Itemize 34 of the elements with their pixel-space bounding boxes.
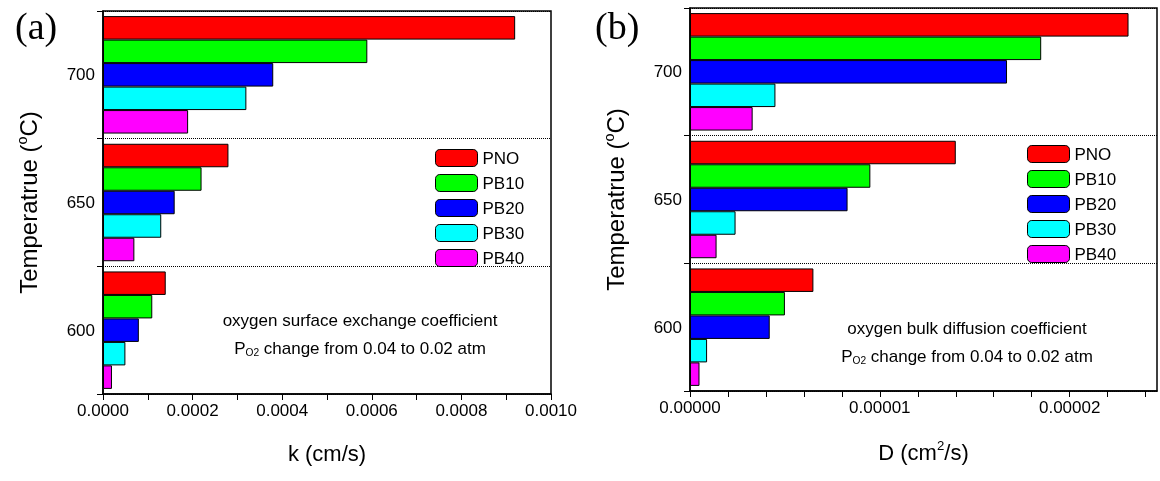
x-tick-label: 0.00001 xyxy=(849,398,911,417)
legend-label: PB20 xyxy=(1074,194,1117,214)
x-tick-label: 0.0000 xyxy=(77,401,129,420)
x-tick-label: 0.00002 xyxy=(1038,398,1101,417)
y-axis-title: Temperatrue (oC) xyxy=(600,108,630,291)
legend-label: PB30 xyxy=(1074,219,1117,239)
annotation: PO2 change from 0.04 to 0.02 atm xyxy=(841,346,1093,366)
y-tick-label: 700 xyxy=(66,65,95,85)
x-tick-label: 0.00000 xyxy=(659,398,721,417)
legend-label: PB30 xyxy=(482,223,525,243)
y-tick-label: 650 xyxy=(653,190,682,209)
annotation: oxygen surface exchange coefficient xyxy=(222,311,498,330)
y-tick-label: 600 xyxy=(66,320,95,340)
x-tick-label: 0.0006 xyxy=(345,401,398,420)
legend-label: PB10 xyxy=(482,173,525,193)
legend-label: PB40 xyxy=(482,248,525,268)
annotation: PO2 change from 0.04 to 0.02 atm xyxy=(234,338,486,358)
y-tick-label: 600 xyxy=(653,317,682,337)
x-tick-label: 0.0004 xyxy=(256,401,309,420)
annotation: oxygen bulk diffusion coefficient xyxy=(847,319,1087,338)
x-axis-title: k (cm/s) xyxy=(287,440,367,466)
legend-label: PB10 xyxy=(1074,169,1117,189)
y-tick-label: 650 xyxy=(66,193,95,212)
y-axis-title: Temperatrue (oC) xyxy=(13,111,43,294)
chart-title: (a) xyxy=(15,5,58,48)
x-tick-label: 0.0008 xyxy=(435,401,488,420)
x-tick-label: 0.0002 xyxy=(166,401,219,420)
legend-label: PNO xyxy=(482,148,520,168)
y-tick-label: 700 xyxy=(653,62,682,82)
legend-label: PB40 xyxy=(1074,244,1117,264)
chart-title: (b) xyxy=(595,5,640,48)
x-tick-label: 0.0010 xyxy=(525,401,577,420)
legend-label: PB20 xyxy=(482,198,525,218)
legend-label: PNO xyxy=(1074,144,1112,164)
